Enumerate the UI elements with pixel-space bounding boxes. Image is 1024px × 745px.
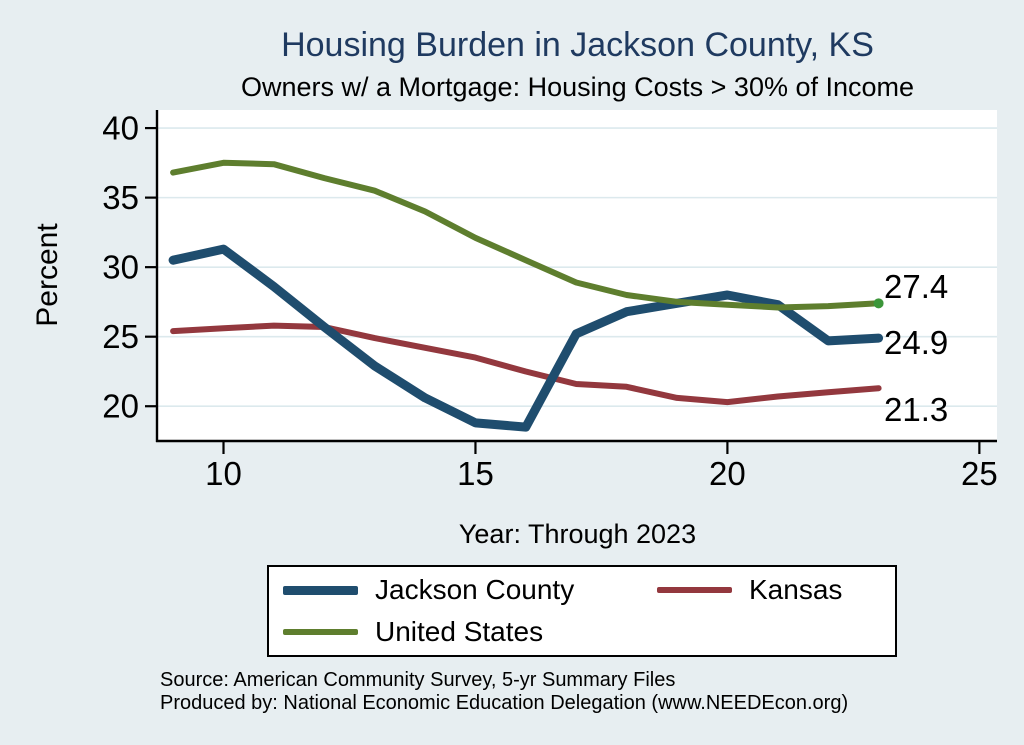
legend-item-united-states: United States (283, 616, 657, 648)
legend-label-united-states: United States (375, 616, 544, 647)
legend-item-jackson-county: Jackson County (283, 574, 657, 606)
end-marker-united-states (873, 298, 884, 309)
y-tick-label-20: 20 (102, 388, 139, 425)
chart-title: Housing Burden in Jackson County, KS (281, 26, 874, 64)
footnotes: Source: American Community Survey, 5-yr … (160, 669, 848, 715)
y-tick-label-35: 35 (102, 179, 139, 216)
end-label-united-states: 27.4 (884, 268, 949, 306)
legend-item-kansas: Kansas (657, 574, 895, 606)
legend-label-jackson-county: Jackson County (375, 574, 575, 605)
x-tick-label-25: 25 (961, 455, 998, 492)
legend: Jackson County Kansas United States (267, 565, 897, 657)
x-tick-label-10: 10 (205, 455, 242, 492)
kansas-line-swatch (657, 587, 732, 593)
source-note: Source: American Community Survey, 5-yr … (160, 669, 676, 691)
chart-subtitle: Owners w/ a Mortgage: Housing Costs > 30… (240, 72, 915, 102)
y-tick-label-30: 30 (102, 249, 139, 286)
producer-note: Produced by: National Economic Education… (160, 692, 849, 714)
x-tick-label-20: 20 (709, 455, 746, 492)
line-kansas (170, 322, 882, 406)
y-tick-label-25: 25 (102, 318, 139, 355)
x-tick-label-15: 15 (457, 455, 494, 492)
jackson-county-line-swatch (283, 585, 358, 595)
line-jackson-county (168, 244, 884, 432)
y-tick-label-40: 40 (102, 110, 139, 147)
end-label-jackson-county: 24.9 (884, 324, 949, 362)
x-axis-title: Year: Through 2023 (458, 519, 697, 549)
line-united-states (170, 159, 882, 311)
united-states-line-swatch (283, 629, 358, 635)
end-label-kansas: 21.3 (884, 391, 949, 429)
legend-label-kansas: Kansas (749, 574, 843, 605)
